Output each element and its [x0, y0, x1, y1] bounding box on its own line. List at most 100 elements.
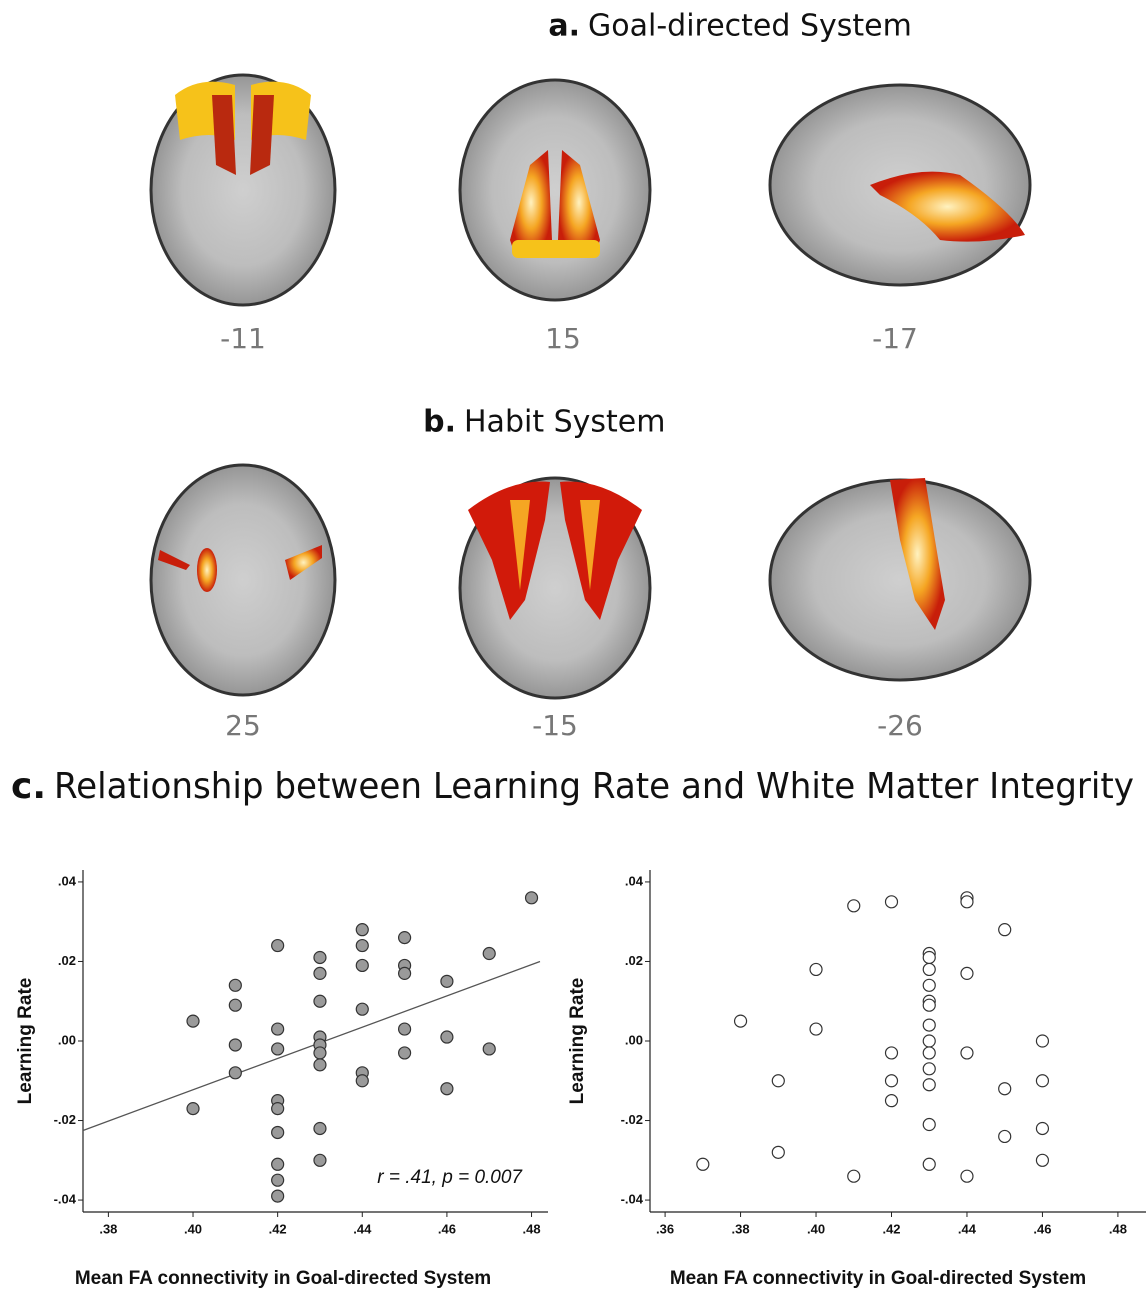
point: [272, 1103, 284, 1115]
point: [886, 896, 898, 908]
point: [1036, 1035, 1048, 1047]
point: [810, 1023, 822, 1035]
point: [923, 951, 935, 963]
scatter-chart: .04.02.00-.02-.04.36.38.40.42.44.46.48: [621, 870, 1146, 1236]
slice-label: 25: [225, 709, 261, 742]
point: [441, 1031, 453, 1043]
y-tick-label: .00: [58, 1032, 76, 1047]
panel-letter: b.: [423, 405, 456, 440]
point: [999, 1130, 1011, 1142]
point: [923, 999, 935, 1011]
y-tick-label: -.02: [621, 1112, 643, 1127]
point: [187, 1103, 199, 1115]
point: [526, 892, 538, 904]
point: [999, 924, 1011, 936]
point: [314, 951, 326, 963]
point: [923, 1019, 935, 1031]
point: [848, 900, 860, 912]
point: [272, 1023, 284, 1035]
x-tick-label: .40: [184, 1221, 202, 1236]
point: [399, 1047, 411, 1059]
y-tick-label: .04: [625, 873, 644, 888]
y-tick-label: .04: [58, 873, 77, 888]
point: [999, 1083, 1011, 1095]
point: [229, 979, 241, 991]
x-tick-label: .40: [807, 1221, 825, 1236]
brain-sagittal: [770, 85, 1030, 285]
y-tick-label: -.02: [54, 1112, 76, 1127]
y-tick-label: -.04: [54, 1192, 77, 1207]
y-tick-label: .02: [625, 953, 643, 968]
point: [272, 940, 284, 952]
x-tick-label: .42: [882, 1221, 900, 1236]
panel-title: Relationship between Learning Rate and W…: [54, 766, 1134, 807]
x-tick-label: .46: [438, 1221, 456, 1236]
point: [923, 963, 935, 975]
x-tick-label: .46: [1033, 1221, 1051, 1236]
x-axis-label: Mean FA connectivity in Goal-directed Sy…: [670, 1268, 1086, 1289]
panel-title: Habit System: [464, 405, 666, 440]
point: [923, 1047, 935, 1059]
y-tick-label: -.04: [621, 1192, 644, 1207]
x-tick-label: .44: [958, 1221, 977, 1236]
x-tick-label: .38: [732, 1221, 750, 1236]
slice-label: -15: [532, 709, 578, 742]
point: [399, 967, 411, 979]
point: [961, 896, 973, 908]
point: [187, 1015, 199, 1027]
slice-label: -26: [877, 709, 923, 742]
point: [886, 1095, 898, 1107]
point: [272, 1174, 284, 1186]
point: [314, 1122, 326, 1134]
figure: a. Goal-directed System -11 15 -17 b. Ha…: [0, 0, 1146, 1294]
point: [314, 1047, 326, 1059]
point: [772, 1075, 784, 1087]
panel-letter: c.: [11, 766, 46, 807]
brain-axial: [151, 75, 335, 305]
point: [886, 1047, 898, 1059]
scatter-chart: .04 .02 .00 -.02 -.04 .38 .40 .42 .44 .46 .48 r = .…: [54, 870, 560, 1236]
point: [810, 963, 822, 975]
point: [483, 948, 495, 960]
y-tick-label: .02: [58, 953, 76, 968]
x-tick-label: .48: [1109, 1221, 1127, 1236]
point: [735, 1015, 747, 1027]
panel-letter: a.: [548, 9, 580, 44]
y-axis-label: Learning Rate: [15, 978, 36, 1105]
point: [772, 1146, 784, 1158]
point: [697, 1158, 709, 1170]
point: [961, 1047, 973, 1059]
point: [229, 1039, 241, 1051]
x-tick-label: .48: [522, 1221, 540, 1236]
point: [441, 1083, 453, 1095]
point: [923, 979, 935, 991]
point: [923, 1119, 935, 1131]
x-tick-label: .42: [269, 1221, 287, 1236]
point: [483, 1043, 495, 1055]
point: [272, 1126, 284, 1138]
point: [923, 1079, 935, 1091]
point: [314, 1059, 326, 1071]
point: [314, 1154, 326, 1166]
point: [961, 1170, 973, 1182]
brain-sagittal: [770, 478, 1030, 680]
point: [314, 995, 326, 1007]
x-tick-label: .38: [99, 1221, 117, 1236]
annotation: r = .41, p = 0.007: [377, 1167, 523, 1188]
x-tick-label: .44: [353, 1221, 372, 1236]
point: [356, 1075, 368, 1087]
trend-line: [83, 961, 540, 1130]
point: [923, 1035, 935, 1047]
slice-label: 15: [545, 322, 581, 355]
point: [229, 999, 241, 1011]
brain-coronal: [460, 80, 650, 300]
brain-coronal: [460, 478, 650, 698]
x-axis-label: Mean FA connectivity in Goal-directed Sy…: [75, 1268, 491, 1289]
point: [356, 1003, 368, 1015]
point: [923, 1063, 935, 1075]
point: [272, 1043, 284, 1055]
x-tick-label: .36: [656, 1221, 674, 1236]
point: [399, 932, 411, 944]
point: [399, 1023, 411, 1035]
point: [886, 1075, 898, 1087]
